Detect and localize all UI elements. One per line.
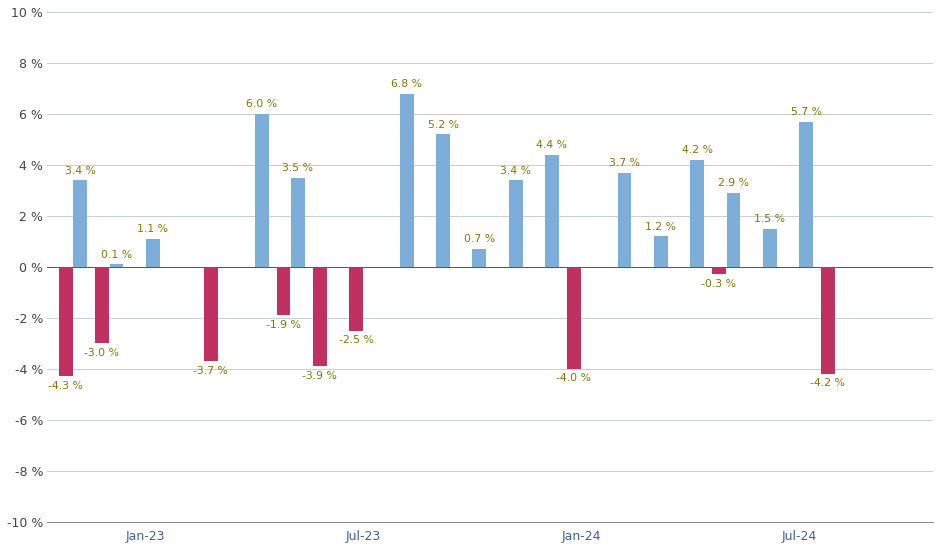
Bar [110,265,123,267]
Bar [95,267,109,343]
Bar [473,249,486,267]
Bar [509,180,523,267]
Bar [204,267,218,361]
Text: -3.0 %: -3.0 % [85,348,119,358]
Text: 4.4 %: 4.4 % [537,140,568,150]
Text: 6.8 %: 6.8 % [391,79,422,89]
Text: 1.5 %: 1.5 % [754,214,785,224]
Bar [255,114,269,267]
Bar [313,267,326,366]
Bar [436,134,450,267]
Text: 1.1 %: 1.1 % [137,224,168,234]
Bar [400,94,414,267]
Bar [712,267,726,274]
Bar [821,267,835,374]
Text: 2.9 %: 2.9 % [718,178,749,188]
Text: 4.2 %: 4.2 % [682,145,713,155]
Text: 3.7 %: 3.7 % [609,158,640,168]
Bar [291,178,305,267]
Text: -1.9 %: -1.9 % [266,320,301,330]
Text: -3.9 %: -3.9 % [303,371,337,381]
Bar [763,229,776,267]
Bar [567,267,581,369]
Bar [58,267,72,376]
Text: 3.4 %: 3.4 % [65,166,96,175]
Text: 3.4 %: 3.4 % [500,166,531,175]
Bar [545,155,559,267]
Text: 0.1 %: 0.1 % [101,250,132,260]
Text: 6.0 %: 6.0 % [246,100,277,109]
Bar [146,239,160,267]
Bar [690,160,704,267]
Text: -4.3 %: -4.3 % [48,381,83,391]
Bar [799,122,813,267]
Text: 5.2 %: 5.2 % [428,120,459,130]
Text: -4.0 %: -4.0 % [556,373,591,383]
Bar [276,267,290,315]
Text: -3.7 %: -3.7 % [194,366,228,376]
Bar [654,236,667,267]
Text: 3.5 %: 3.5 % [282,163,313,173]
Text: 0.7 %: 0.7 % [463,234,495,244]
Text: 5.7 %: 5.7 % [791,107,822,117]
Text: -2.5 %: -2.5 % [338,335,373,345]
Bar [727,193,741,267]
Bar [618,173,632,267]
Text: -0.3 %: -0.3 % [701,279,736,289]
Bar [349,267,363,331]
Text: -4.2 %: -4.2 % [810,378,845,388]
Text: 1.2 %: 1.2 % [646,222,677,232]
Bar [73,180,87,267]
